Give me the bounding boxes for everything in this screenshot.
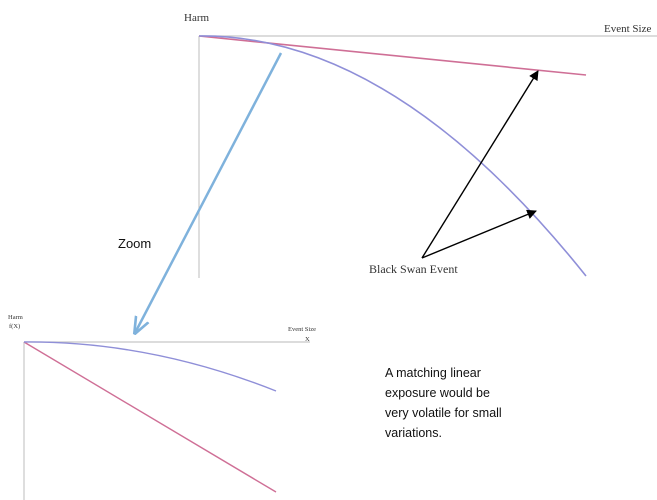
black-swan-label: Black Swan Event bbox=[369, 262, 458, 276]
note-line: A matching linear bbox=[385, 366, 481, 380]
top-y-axis-label: Harm bbox=[184, 12, 209, 24]
zoom-arrow bbox=[135, 52, 283, 333]
top-chart: Harm Event Size bbox=[184, 12, 657, 278]
bottom-concave-harm-curve bbox=[23, 341, 277, 392]
bottom-x-axis-sublabel: X bbox=[305, 336, 310, 343]
note-line: exposure would be bbox=[385, 386, 490, 400]
zoom-label: Zoom bbox=[118, 236, 151, 251]
black-swan-arrow-to-linear bbox=[421, 70, 539, 259]
bottom-y-axis-sublabel: f(X) bbox=[9, 323, 20, 330]
note-line: variations. bbox=[385, 426, 442, 440]
note-line: very volatile for small bbox=[385, 406, 502, 420]
bottom-x-axis-label: Event Size bbox=[288, 326, 316, 333]
black-swan-arrow-to-curve bbox=[421, 209, 537, 259]
top-linear-exposure-line bbox=[198, 35, 587, 76]
top-concave-harm-curve bbox=[198, 35, 587, 277]
explanatory-note: A matching linear exposure would be very… bbox=[385, 366, 502, 440]
bottom-linear-exposure-line bbox=[23, 341, 277, 493]
bottom-chart: Harm f(X) Event Size X bbox=[8, 314, 316, 500]
bottom-y-axis-label: Harm bbox=[8, 314, 23, 321]
top-x-axis-label: Event Size bbox=[604, 23, 651, 35]
